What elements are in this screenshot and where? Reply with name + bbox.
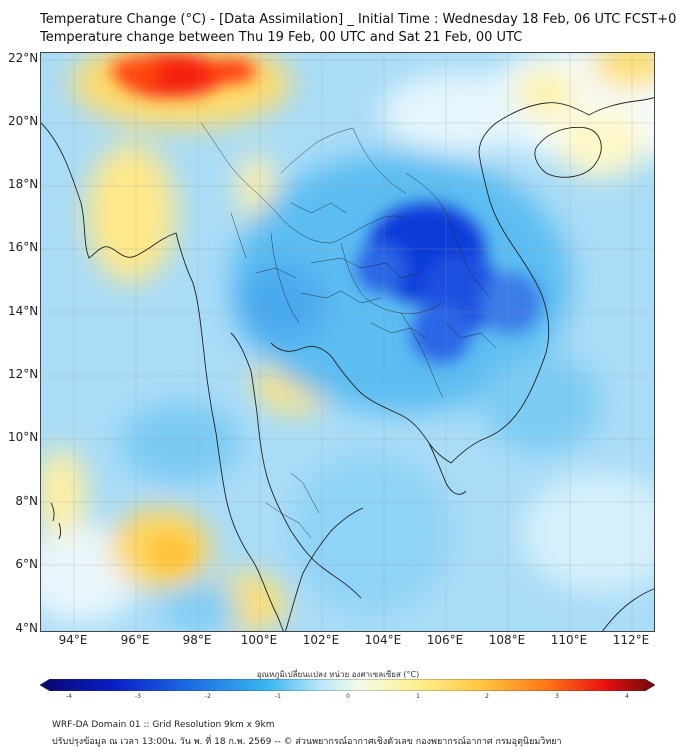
colorbar [40,679,655,691]
lon-label: 108°E [488,633,526,647]
lon-label: 104°E [364,633,402,647]
lat-label: 22°N [8,51,39,65]
title-line-2: Temperature change between Thu 19 Feb, 0… [40,30,523,45]
lon-label: 100°E [240,633,278,647]
colorbar-tick: -4 [66,693,72,700]
temperature-change-map [40,52,655,632]
footer-line-2: ปรับปรุงข้อมูล ณ เวลา 13:00น. วัน พ. ที่… [52,737,562,747]
lat-label: 14°N [8,304,39,318]
lat-label: 18°N [8,177,39,191]
lat-label: 6°N [15,557,38,571]
colorbar-tick: -1 [275,693,281,700]
lat-label: 10°N [8,430,39,444]
lon-label: 112°E [612,633,650,647]
lat-label: 12°N [8,367,39,381]
colorbar-tick: 0 [346,693,350,700]
colorbar-tick: 3 [555,693,559,700]
lat-label: 16°N [8,240,39,254]
lat-label: 4°N [15,621,38,635]
lon-label: 98°E [182,633,212,647]
lat-label: 8°N [15,494,38,508]
colorbar-tick: 2 [485,693,489,700]
admin-borders [200,122,497,539]
graticule [41,53,654,631]
colorbar-gradient [40,679,655,691]
lat-label: 20°N [8,114,39,128]
lon-label: 110°E [550,633,588,647]
colorbar-title: อุณหภูมิเปลี่ยนแปลง หน่วย องศาเซลเซียส (… [256,670,420,679]
coastlines [41,97,654,631]
lon-label: 102°E [302,633,340,647]
title-line-1: Temperature Change (°C) - [Data Assimila… [40,12,676,27]
temperature-field-cores [111,53,541,571]
lon-label: 96°E [120,633,150,647]
lon-label: 106°E [426,633,464,647]
colorbar-tick: 1 [416,693,420,700]
colorbar-tick: -2 [205,693,211,700]
footer-line-1: WRF-DA Domain 01 :: Grid Resolution 9km … [52,720,275,730]
lon-label: 94°E [58,633,88,647]
colorbar-tick: -3 [135,693,141,700]
colorbar-tick: 4 [625,693,629,700]
